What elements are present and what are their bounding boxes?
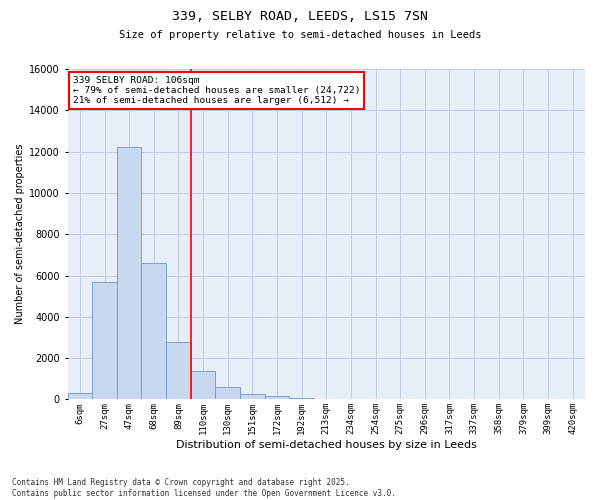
Bar — [68, 393, 92, 400]
Bar — [191, 370, 215, 400]
Bar — [166, 342, 191, 400]
Text: 339 SELBY ROAD: 106sqm
← 79% of semi-detached houses are smaller (24,722)
21% of: 339 SELBY ROAD: 106sqm ← 79% of semi-det… — [73, 76, 360, 106]
X-axis label: Distribution of semi-detached houses by size in Leeds: Distribution of semi-detached houses by … — [176, 440, 477, 450]
Bar — [117, 148, 142, 400]
Text: Contains HM Land Registry data © Crown copyright and database right 2025.
Contai: Contains HM Land Registry data © Crown c… — [12, 478, 396, 498]
Bar — [215, 387, 240, 400]
Bar — [92, 282, 117, 400]
Y-axis label: Number of semi-detached properties: Number of semi-detached properties — [15, 144, 25, 324]
Text: Size of property relative to semi-detached houses in Leeds: Size of property relative to semi-detach… — [119, 30, 481, 40]
Bar — [265, 396, 289, 400]
Text: 339, SELBY ROAD, LEEDS, LS15 7SN: 339, SELBY ROAD, LEEDS, LS15 7SN — [172, 10, 428, 23]
Bar — [289, 398, 314, 400]
Bar — [240, 394, 265, 400]
Bar — [142, 263, 166, 400]
